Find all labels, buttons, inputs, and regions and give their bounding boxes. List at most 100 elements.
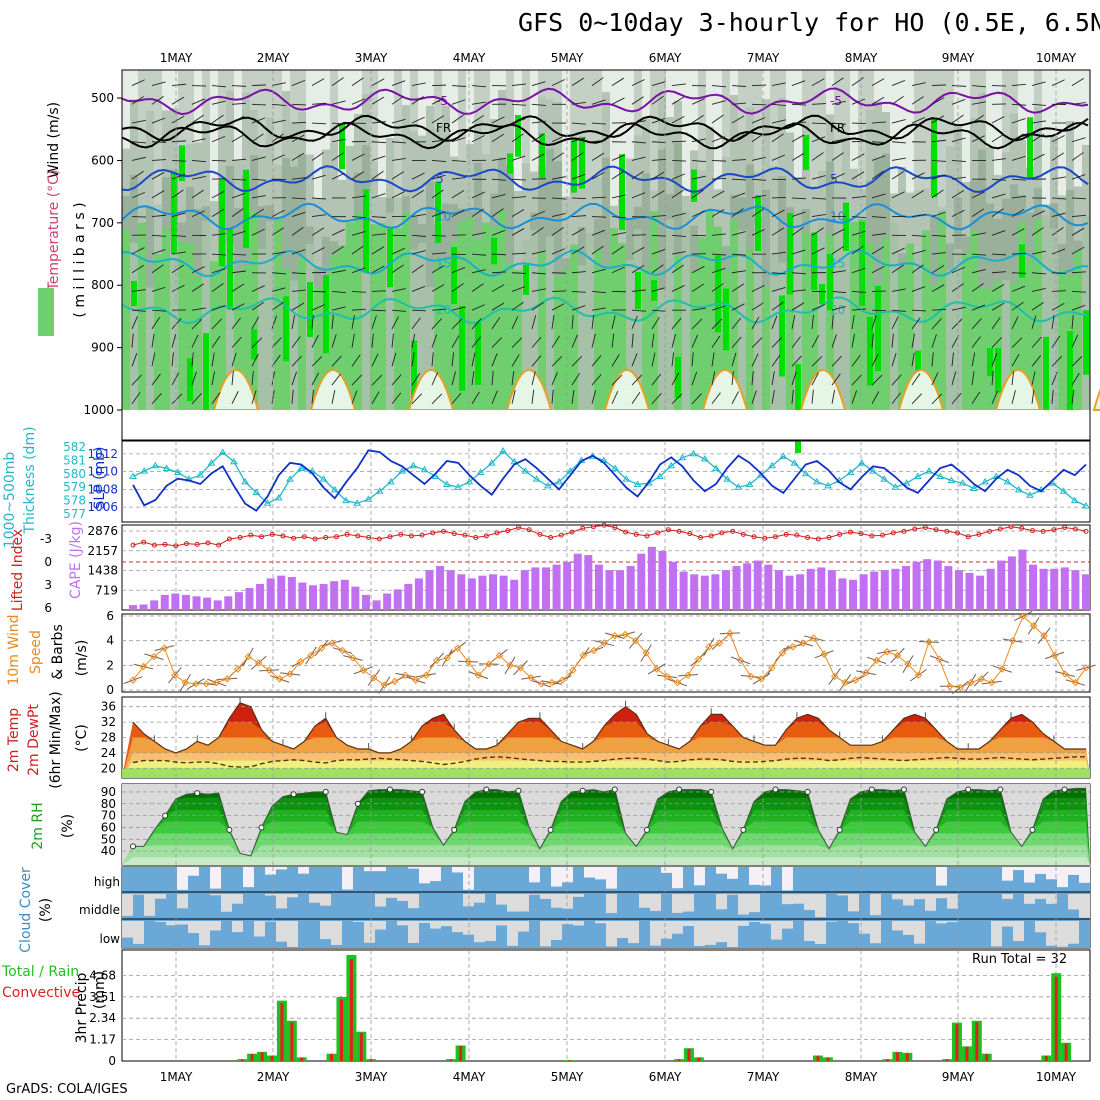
wind-barb bbox=[471, 115, 484, 124]
wind-barb bbox=[631, 156, 646, 161]
wind-barb bbox=[1011, 337, 1023, 348]
lifted-index-point bbox=[880, 532, 886, 538]
wind-barb bbox=[571, 122, 586, 125]
lifted-index-point bbox=[601, 522, 607, 528]
rh-point bbox=[226, 826, 233, 833]
wind-barb bbox=[611, 390, 619, 404]
wind-barb bbox=[351, 231, 366, 236]
rh-band-low bbox=[314, 70, 322, 199]
wind-barb bbox=[151, 309, 166, 312]
rh-band-moist bbox=[274, 218, 282, 410]
wind-barb bbox=[951, 352, 954, 367]
rh-band-mid bbox=[962, 182, 970, 237]
thickness-label-a: 1000~500mb bbox=[2, 452, 18, 549]
rh-band-low bbox=[274, 70, 282, 165]
rh-label-a: 2m RH bbox=[30, 802, 46, 849]
rh-band-moist bbox=[602, 266, 610, 410]
wind-barb bbox=[451, 209, 465, 218]
wind-barb bbox=[151, 333, 155, 348]
rh-point bbox=[419, 788, 426, 795]
wind-barb bbox=[771, 389, 775, 404]
thickness-point bbox=[779, 452, 788, 459]
wind-speed-point bbox=[171, 671, 179, 679]
wind-barb bbox=[451, 85, 466, 87]
wind-barb bbox=[391, 191, 405, 199]
rh-band-moist bbox=[706, 210, 714, 410]
wind-speed-point bbox=[244, 652, 252, 661]
thickness-point bbox=[173, 468, 182, 475]
wind-barb bbox=[251, 302, 264, 311]
rh-band-mid bbox=[138, 149, 146, 231]
thickness-point bbox=[162, 464, 171, 471]
wind-barb bbox=[471, 101, 486, 105]
contour-label: FR bbox=[436, 121, 451, 135]
wind-barb bbox=[831, 306, 846, 311]
rh-band-saturated bbox=[243, 169, 249, 248]
rh-band-mid bbox=[178, 146, 186, 223]
wind-barb bbox=[911, 317, 921, 330]
rh-band-mid bbox=[730, 95, 738, 195]
rh-band-moist bbox=[314, 287, 322, 410]
cape-bar bbox=[944, 566, 953, 610]
wind-barb bbox=[311, 227, 325, 236]
rh-band-mid bbox=[890, 193, 898, 251]
cape-tick-label: 2157 bbox=[87, 544, 118, 558]
cloud-clear-segment bbox=[397, 921, 408, 926]
wind-speed-point bbox=[904, 660, 912, 668]
thickness-point bbox=[465, 477, 474, 485]
wind-barb bbox=[751, 178, 766, 181]
wind-barb bbox=[1011, 195, 1026, 199]
wind-barb bbox=[251, 178, 266, 181]
rh-band-mid bbox=[338, 180, 346, 251]
cape-bar bbox=[213, 600, 222, 610]
wind-barb bbox=[251, 285, 265, 292]
wind-barb bbox=[531, 250, 546, 255]
wind-barb bbox=[411, 333, 416, 348]
thickness-point bbox=[902, 479, 911, 486]
wind-speed-point bbox=[453, 644, 462, 652]
cape-bar bbox=[404, 583, 413, 610]
wind-barb bbox=[631, 192, 646, 199]
lifted-index-point bbox=[515, 525, 521, 530]
rh-band-low bbox=[306, 70, 314, 155]
wind-barb bbox=[811, 103, 827, 105]
wind-barb bbox=[451, 352, 455, 367]
wind-barb bbox=[451, 318, 463, 330]
rh-band-mid bbox=[258, 149, 266, 207]
temp-tick-label: 20 bbox=[101, 761, 116, 775]
cloud-clear-segment bbox=[496, 921, 507, 926]
wind-barb bbox=[671, 285, 685, 292]
wind-barb bbox=[651, 158, 666, 161]
top-day-label: 1MAY bbox=[160, 51, 193, 65]
rh-band bbox=[122, 857, 1090, 865]
wind-barb bbox=[991, 284, 1005, 292]
wind-barb bbox=[531, 336, 542, 348]
wind-barb bbox=[951, 176, 966, 180]
cloud-clear-segment bbox=[903, 894, 914, 906]
wind-barb bbox=[431, 139, 446, 143]
wind-barb bbox=[411, 373, 421, 386]
cloud-clear-segment bbox=[914, 894, 925, 900]
wind-barb bbox=[391, 80, 406, 87]
lifted-index-point bbox=[805, 534, 811, 540]
wind-barb bbox=[391, 333, 394, 348]
rh-band-moist bbox=[994, 280, 1002, 410]
wind-speed-point bbox=[851, 676, 860, 684]
lifted-index-point bbox=[151, 542, 157, 548]
wind-speed-point bbox=[213, 678, 221, 687]
wind-barb bbox=[911, 333, 915, 348]
cloud-clear-segment bbox=[540, 894, 551, 900]
rh-band-moist bbox=[1058, 270, 1066, 410]
cape-bar bbox=[457, 574, 466, 610]
wind-barb bbox=[771, 154, 786, 161]
wind-barb bbox=[571, 77, 585, 86]
wind-barb bbox=[731, 391, 739, 404]
rh-band-moist bbox=[250, 211, 258, 410]
rh-band-low bbox=[754, 70, 762, 173]
rh-band-mid bbox=[426, 106, 434, 182]
rh-band-mid bbox=[762, 99, 770, 190]
rh-point bbox=[868, 786, 875, 793]
wind-barb bbox=[711, 100, 726, 105]
wind-barb bbox=[151, 190, 165, 199]
wind-barb bbox=[991, 353, 998, 367]
